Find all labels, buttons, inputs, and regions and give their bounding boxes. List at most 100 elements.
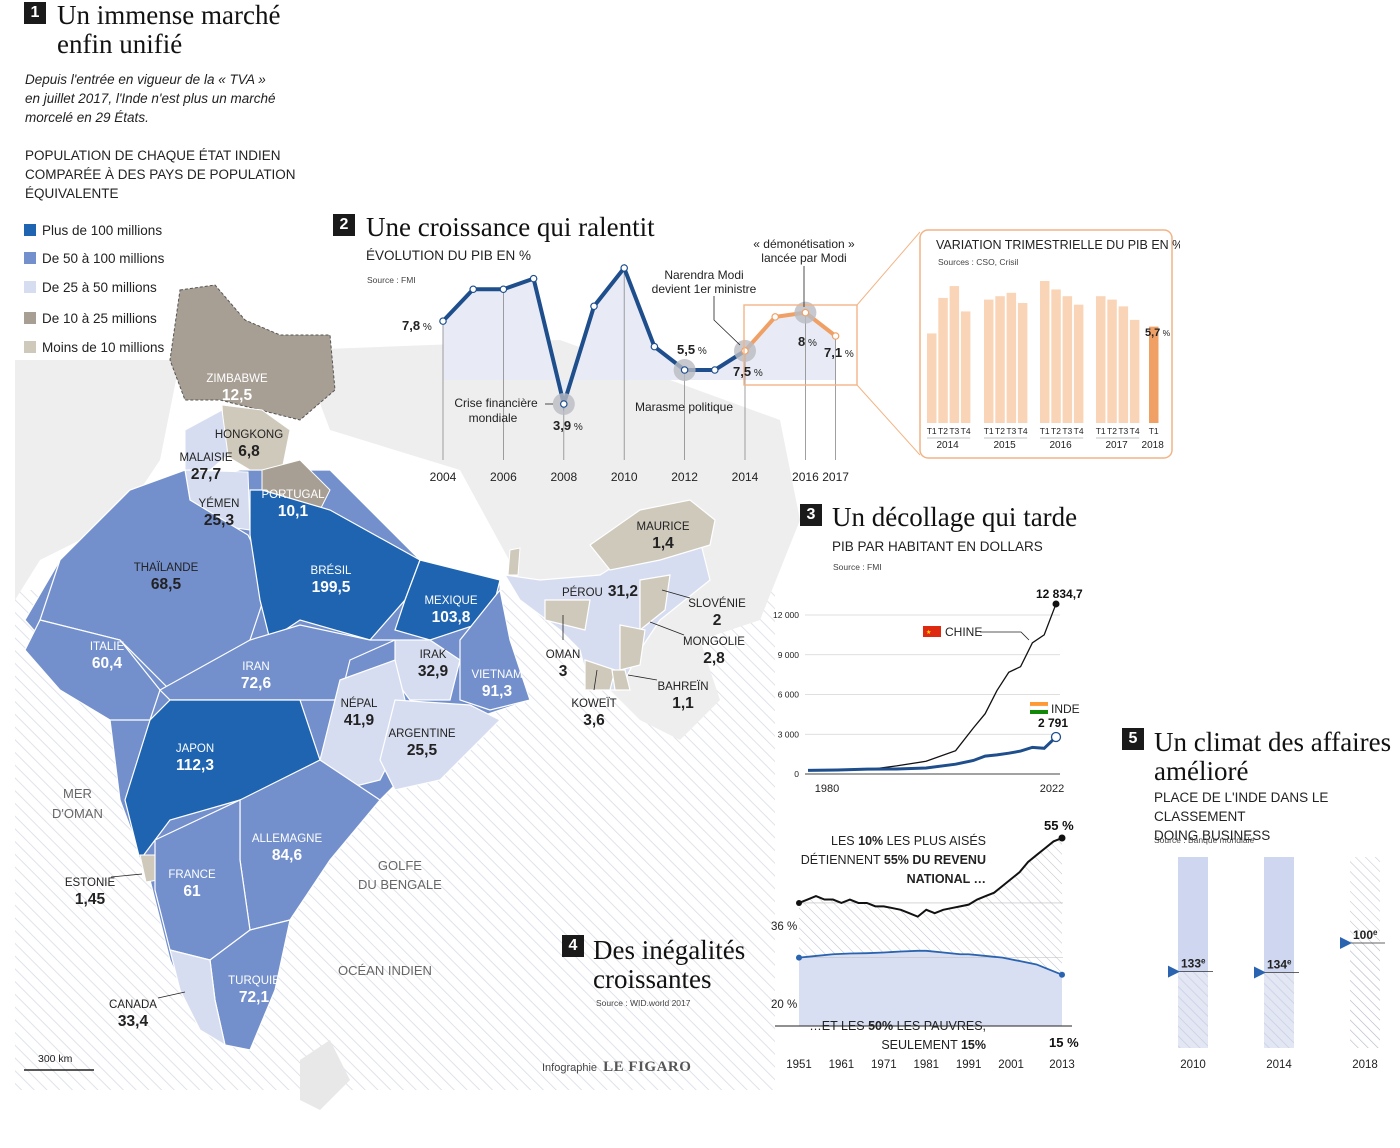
pib-china-leader <box>980 631 1030 641</box>
pib-y-tick: 3 000 <box>778 729 800 739</box>
state-italie <box>24 619 161 721</box>
ineq-top10-line <box>798 837 1063 918</box>
ineq-x-tick: 2001 <box>998 1059 1024 1071</box>
subtitle-line: COMPARÉE À DES PAYS DE POPULATION <box>25 167 296 182</box>
state-canada <box>169 949 226 1047</box>
state-label: JAPON 112,3 <box>135 742 255 775</box>
state-oman <box>544 599 591 631</box>
ineq-x-tick: 1981 <box>913 1059 939 1071</box>
state-value: 60,4 <box>91 655 123 672</box>
state-mongolie <box>619 624 646 671</box>
legend-swatch <box>24 281 36 293</box>
section-number: 3 <box>800 504 822 526</box>
pib-india-end <box>1050 731 1062 743</box>
sea-label: MER D'OMAN <box>52 784 103 824</box>
state-label: BRÉSIL 199,5 <box>271 564 391 597</box>
state-value: 32,9 <box>417 663 449 680</box>
gdp-value-label: 7,8 % <box>402 318 432 333</box>
state-label: MAURICE 1,4 <box>603 520 723 553</box>
ineq-annotation: …ET LES 50% LES PAUVRES, <box>809 1019 986 1033</box>
rank-x-tick: 2018 <box>1352 1059 1378 1071</box>
state-label: SLOVÉNIE 2 <box>657 597 777 630</box>
pib-china-end <box>1052 600 1060 608</box>
pib-y-tick: 6 000 <box>778 690 800 700</box>
chart-source: Source : FMI <box>367 275 416 285</box>
neighbour-land <box>15 360 180 600</box>
credit: Infographie LE FIGARO <box>542 1059 691 1076</box>
quarter-tick: T2 <box>1051 426 1061 436</box>
state-label: MONGOLIE 2,8 <box>654 635 774 668</box>
state-value: 112,3 <box>176 757 214 774</box>
intro-line: en juillet 2017, l'Inde n'est plus un ma… <box>25 91 276 106</box>
state-country: ARGENTINE <box>388 728 456 740</box>
quarter-tick: T4 <box>1074 426 1084 436</box>
state-value: 10,1 <box>277 503 309 520</box>
map-intro: Depuis l'entrée en vigueur de la « TVA »… <box>25 70 276 127</box>
india-flag-stripe <box>1029 705 1049 711</box>
gdp-area <box>443 268 836 404</box>
gdp-x-tick: 2014 <box>732 470 759 484</box>
ineq-plot: 36 % 20 % 55 % 15 % 1951 1961 1971 1981 1991 2001… <box>771 818 1079 1071</box>
pib-plot: 12 000 9 000 6 000 3 000 0 12 834,7 2 791 ★ CHIN… <box>773 587 1083 795</box>
legend-item: De 25 à 50 millions <box>24 280 157 296</box>
state-label: BAHREÏN 1,1 <box>623 680 743 713</box>
quarter-tick: T1 <box>927 426 937 436</box>
quarter-bar <box>1107 299 1117 423</box>
quarter-bar <box>1051 289 1061 423</box>
quarter-bar <box>927 333 937 423</box>
gdp-point <box>529 274 538 283</box>
gdp-x-tick: 2010 <box>611 470 638 484</box>
rank-arrow-icon <box>1168 965 1180 978</box>
quarter-last-label: 5,7 % <box>1145 327 1171 339</box>
gdp-x-tick: 2017 <box>822 470 849 484</box>
legend-swatch <box>24 341 36 353</box>
chart-source: Source : WID.world 2017 <box>596 998 691 1008</box>
pib-india-line <box>807 735 1058 772</box>
chart-subtitle: PIB PAR HABITANT EN DOLLARS <box>832 539 1043 554</box>
state-country: ALLEMAGNE <box>251 833 323 845</box>
quarter-tick: T3 <box>949 426 959 436</box>
gdp-zoom-box <box>743 304 858 386</box>
state-country: PORTUGAL <box>261 489 325 501</box>
map-subtitle: POPULATION DE CHAQUE ÉTAT INDIEN COMPARÉ… <box>25 146 296 203</box>
rank-label: 133e <box>1181 957 1206 971</box>
quarter-tick: T2 <box>995 426 1005 436</box>
gdp-plot: 2004 2006 2008 2010 2012 2014 2016 2017 7,8 % 3,9… <box>402 231 920 484</box>
quarter-tick: T1 <box>1040 426 1050 436</box>
state-value: 25,3 <box>203 512 235 529</box>
pib-y-tick: 0 <box>794 769 799 779</box>
quarter-bar <box>1149 326 1159 423</box>
ineq-x-tick: 1991 <box>956 1059 982 1071</box>
chart-source: Source : FMI <box>833 562 882 572</box>
pib-x-tick: 1980 <box>815 783 839 795</box>
state-label: ZIMBABWE 12,5 <box>177 372 297 405</box>
state-country: CANADA <box>109 999 157 1011</box>
state-bahrein <box>611 669 631 691</box>
pib-india-value: 2 791 <box>1038 716 1068 730</box>
rank-arrow-icon <box>1340 936 1352 949</box>
quarter-bar <box>1129 319 1140 423</box>
gdp-value-label: 5,5 % <box>677 342 707 357</box>
legend-item: Plus de 100 millions <box>24 223 162 239</box>
rank-column-lower <box>1178 971 1208 1048</box>
state-country: IRAK <box>419 649 447 661</box>
state-value: 25,5 <box>406 742 438 759</box>
state-country: MALAISIE <box>179 452 233 464</box>
state-value: 12,5 <box>221 387 253 404</box>
sea-label-line: D'OMAN <box>52 806 103 821</box>
rank-x-tick: 2014 <box>1266 1059 1292 1071</box>
leader-line <box>649 621 685 636</box>
state-country: ESTONIE <box>64 877 116 889</box>
state-country: JAPON <box>175 743 215 755</box>
chart-title-line: Un climat des affaires <box>1154 727 1392 757</box>
state-country: ITALIE <box>89 641 125 653</box>
quarter-tick: T4 <box>961 426 971 436</box>
quarter-year: 2015 <box>993 440 1016 451</box>
state-value: 33,4 <box>117 1013 149 1030</box>
state-value: 1,1 <box>672 695 694 712</box>
quarterly-gdp-chart: VARIATION TRIMESTRIELLE DU PIB EN % Sourc… <box>919 229 1180 459</box>
sea-label: GOLFE DU BENGALE <box>358 856 442 894</box>
chart-title: Des inégalités croissantes <box>593 936 745 994</box>
gdp-annotation: Marasme politique <box>635 400 733 414</box>
gdp-value-label: 7,5 % <box>733 364 763 379</box>
